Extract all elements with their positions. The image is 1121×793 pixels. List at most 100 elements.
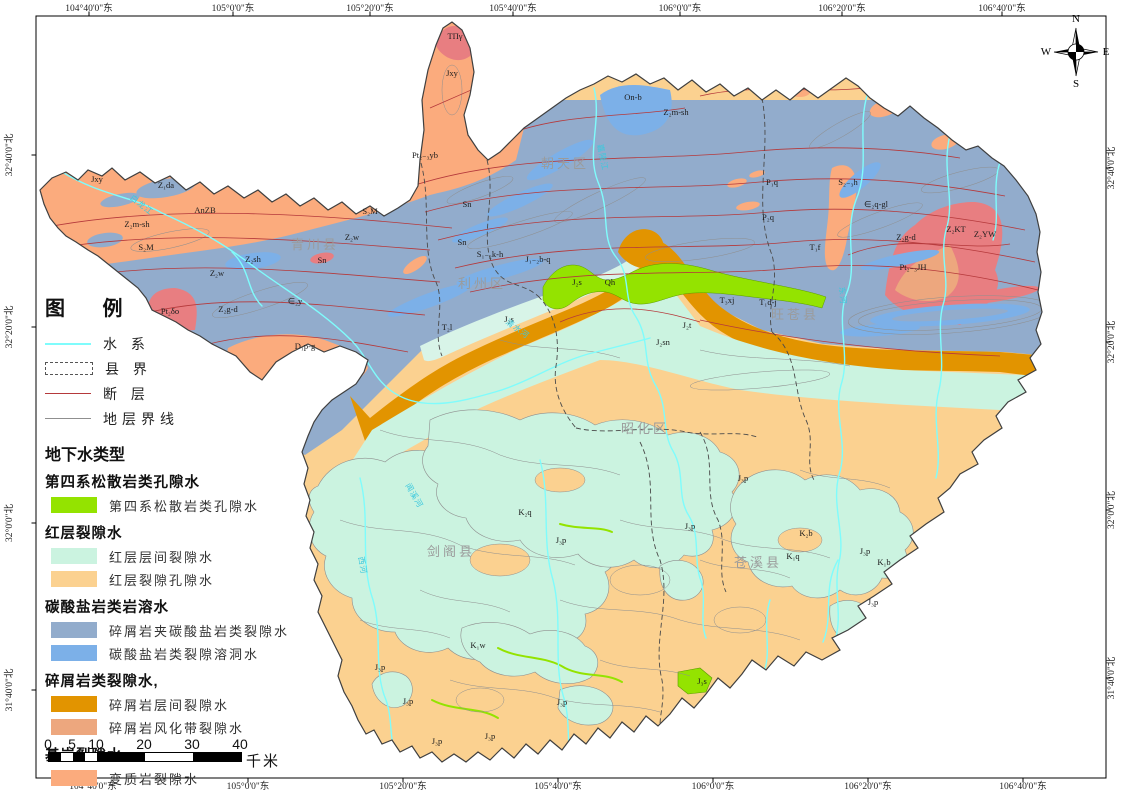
scale-bar-numbers: 0 5 10 20 30 40 — [42, 736, 312, 752]
scale-bar-segment — [73, 753, 85, 761]
geologic-unit-label: K₁w — [470, 640, 486, 650]
latitude-label: 32°40'0"北 — [1106, 146, 1117, 189]
color-swatch — [51, 571, 97, 587]
longitude-label: 105°0'0"东 — [227, 780, 270, 792]
geologic-unit-label: Z₁da — [158, 180, 174, 190]
stratum-line-symbol — [45, 418, 91, 419]
geologic-unit-label: Z₂YW — [974, 229, 996, 239]
geologic-unit-label: T₃xj — [720, 295, 735, 305]
geologic-unit-label: Sn — [463, 199, 473, 209]
scale-tick-label: 10 — [88, 736, 104, 752]
group-heading-clastic: 碎屑岩类裂隙水, — [45, 674, 159, 690]
compass-rose: N E S W — [1041, 13, 1110, 88]
scale-bar-segment — [145, 753, 193, 761]
latitude-label: 32°0'0"北 — [1106, 491, 1117, 529]
geologic-unit-label: Z₂KT — [946, 224, 966, 234]
scale-bar-segment — [193, 753, 241, 761]
color-swatch — [51, 696, 97, 712]
scale-bar-segment — [61, 753, 73, 761]
geologic-unit-label: On-b — [624, 92, 641, 102]
geologic-unit-label: S₂M — [138, 242, 154, 252]
legend-item-water: 水 系 — [45, 331, 310, 356]
color-swatch — [51, 770, 97, 786]
longitude-label: 106°0'0"东 — [692, 780, 735, 792]
geologic-unit-label: Qh — [605, 277, 616, 287]
geologic-unit-label: J₂s — [504, 314, 514, 324]
geologic-unit-label: Sn — [458, 237, 468, 247]
longitude-label: 106°40'0"东 — [999, 780, 1046, 792]
county-name-label: 昭化区 — [621, 421, 669, 436]
geologic-unit-label: Z₂g-d — [896, 232, 916, 242]
geologic-unit-label: Pt₂δo — [161, 306, 179, 316]
scale-bar-segment — [49, 753, 61, 761]
scale-tick-label: 0 — [44, 736, 52, 752]
legend-item: 红层裂隙孔隙水 — [51, 568, 310, 590]
scale-tick-label: 20 — [136, 736, 152, 752]
county-boundaries — [420, 97, 815, 737]
longitude-label: 104°40'0"东 — [65, 2, 112, 14]
map-label-layer: TΠγ Jxy Jxy Z₁da AnZB Z₂m-sh S₂M Z₂sh Sn Z₂w Pt₂δo… — [4, 2, 1117, 792]
longitude-label: 105°0'0"东 — [212, 2, 255, 14]
legend-item: 变质岩裂隙水 — [51, 767, 310, 789]
geologic-unit-label: J₃p — [485, 731, 496, 741]
longitude-label: 105°40'0"东 — [534, 780, 581, 792]
north-arrow-icon — [1053, 27, 1099, 77]
geologic-unit-label: K₁q — [786, 551, 800, 561]
geologic-unit-label: K₂q — [518, 507, 532, 517]
geologic-unit-label: T₁f — [810, 242, 821, 252]
scale-tick-label: 30 — [184, 736, 200, 752]
latitude-label: 32°40'0"北 — [4, 133, 15, 176]
geologic-unit-label: S₁₋₂k-h — [477, 249, 504, 259]
latitude-label: 32°20'0"北 — [1106, 320, 1117, 363]
longitude-label: 106°20'0"东 — [818, 2, 865, 14]
legend-item-county: 县 界 — [45, 356, 310, 381]
geologic-unit-label: TΠγ — [447, 31, 462, 41]
legend-title: 图 例 — [45, 298, 139, 320]
fault-line-symbol — [45, 393, 91, 394]
compass-n-label: N — [1072, 13, 1080, 25]
scale-bar-segment — [97, 753, 145, 761]
legend-item: 碎屑岩夹碳酸盐岩类裂隙水 — [51, 619, 310, 641]
group-heading-carbonate: 碳酸盐岩类岩溶水 — [45, 600, 169, 616]
compass-e-label: E — [1103, 46, 1110, 58]
county-name-label: 利州区 — [458, 276, 506, 291]
geologic-unit-label: J₃p — [860, 546, 871, 556]
legend-item: 第四系松散岩类孔隙水 — [51, 494, 310, 516]
geologic-unit-label: K₁b — [877, 557, 890, 567]
color-swatch — [51, 497, 97, 513]
geologic-unit-label: P₁q — [766, 177, 779, 187]
geologic-unit-label: J₃p — [868, 597, 879, 607]
latitude-label: 32°20'0"北 — [4, 305, 15, 348]
scale-bar: 0 5 10 20 30 40 千米 — [42, 736, 312, 770]
geologic-unit-label: Pt₂₋₃JH — [900, 262, 927, 272]
legend-panel: 图 例 水 系 县 界 断 层 地层界线 地下水类型 第四系松散岩类孔隙水 第四… — [45, 292, 310, 793]
geologic-unit-label: S₂M — [362, 206, 378, 216]
geologic-unit-label: J₃s — [697, 676, 707, 686]
county-name-label: 旺苍县 — [771, 307, 819, 322]
water-line-symbol — [45, 342, 91, 345]
compass-w-label: W — [1041, 46, 1052, 58]
geologic-unit-label: ∈₂q-gl — [864, 199, 889, 209]
legend-item-stratum: 地层界线 — [45, 406, 310, 431]
compass-s-label: S — [1073, 78, 1079, 88]
geologic-unit-label: Sn — [318, 255, 328, 265]
geologic-unit-label: Pt₂₋₃yb — [412, 150, 438, 160]
latitude-label: 31°40'0"北 — [1106, 656, 1117, 699]
legend-item: 红层层间裂隙水 — [51, 545, 310, 567]
river-name-label: 东河 — [837, 286, 849, 305]
geologic-unit-label: J₂t — [683, 320, 692, 330]
geologic-unit-label: Z₂w — [345, 232, 360, 242]
longitude-label: 105°20'0"东 — [346, 2, 393, 14]
river-name-label: 西河 — [356, 556, 369, 575]
geologic-unit-label: J₁₋₂b-q — [525, 254, 551, 264]
geologic-unit-label: Z₂w — [210, 268, 225, 278]
legend-item: 碎屑岩层间裂隙水 — [51, 693, 310, 715]
longitude-label: 106°40'0"东 — [978, 2, 1025, 14]
groundwater-type-title: 地下水类型 — [45, 447, 126, 464]
latitude-label: 32°0'0"北 — [4, 504, 15, 542]
geologic-unit-label: S₂₋₃h — [838, 177, 858, 187]
geologic-unit-label: J₃p — [432, 736, 443, 746]
legend-item: 碳酸盐岩类裂隙溶洞水 — [51, 642, 310, 664]
geologic-unit-label: Jxy — [446, 68, 459, 78]
